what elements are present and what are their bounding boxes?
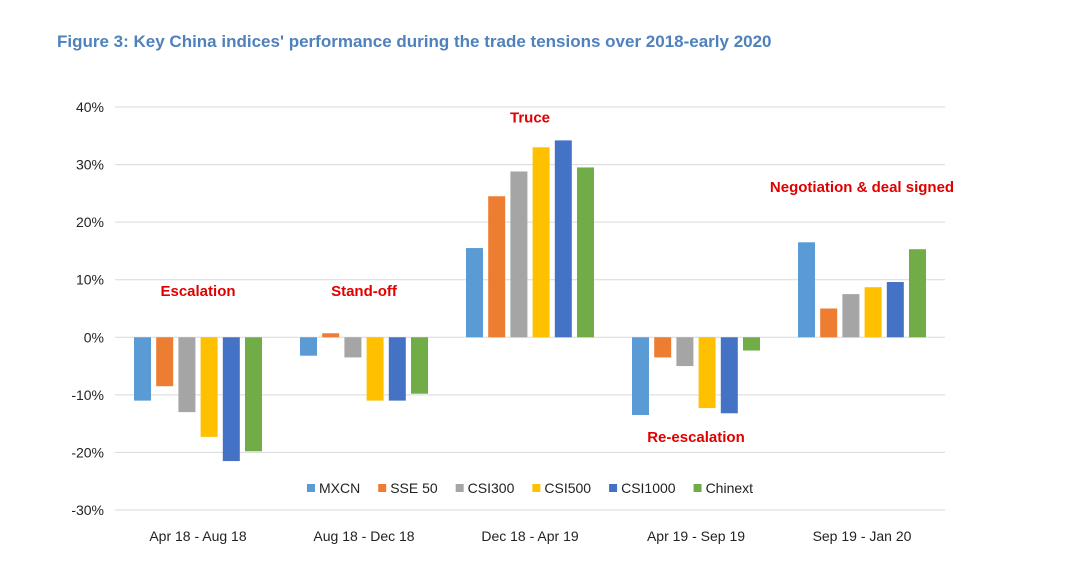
x-category-label: Apr 19 - Sep 19 xyxy=(647,528,745,544)
bar xyxy=(200,337,218,437)
bar xyxy=(366,337,384,401)
legend-label: SSE 50 xyxy=(390,480,438,496)
legend: MXCN SSE 50 CSI300 CSI500 CSI1000 Chinext xyxy=(306,480,754,496)
legend-swatch xyxy=(306,484,315,492)
y-tick-label: 20% xyxy=(76,214,104,230)
annotations: Escalation Stand-off Truce Re-escalation Neg… xyxy=(160,110,954,447)
y-tick-label: -20% xyxy=(71,444,104,460)
phase-annotation: Escalation xyxy=(160,283,235,300)
y-tick-label: 10% xyxy=(76,272,104,288)
legend-swatch xyxy=(532,484,541,492)
phase-annotation: Re-escalation xyxy=(647,429,745,446)
bar xyxy=(577,167,594,338)
legend-label: CSI1000 xyxy=(621,480,676,496)
bar xyxy=(222,337,240,462)
y-tick-label: -10% xyxy=(71,387,104,403)
bar xyxy=(178,337,196,413)
legend-swatch xyxy=(693,484,702,492)
bar xyxy=(532,147,550,338)
phase-annotation: Stand-off xyxy=(331,283,398,300)
bar xyxy=(820,308,838,338)
legend-label: Chinext xyxy=(706,480,754,496)
bar xyxy=(864,287,882,338)
bar xyxy=(698,337,716,409)
bar xyxy=(886,282,904,338)
y-tick-label: 40% xyxy=(76,99,104,115)
bar xyxy=(156,337,174,387)
bar xyxy=(322,333,340,338)
legend-label: CSI500 xyxy=(544,480,591,496)
bar xyxy=(554,140,572,338)
y-tick-label: -30% xyxy=(71,502,104,518)
y-tick-label: 0% xyxy=(84,329,104,345)
bar xyxy=(411,337,428,394)
bar xyxy=(510,171,528,338)
chart-title: Figure 3: Key China indices' performance… xyxy=(57,32,772,51)
bar xyxy=(344,337,362,358)
legend-label: CSI300 xyxy=(468,480,515,496)
bar xyxy=(798,242,815,338)
bar xyxy=(842,294,860,338)
bar xyxy=(388,337,406,401)
phase-annotation: Truce xyxy=(510,110,550,127)
legend-swatch xyxy=(609,484,618,492)
bar xyxy=(909,249,926,338)
bar xyxy=(632,337,649,416)
bar xyxy=(654,337,672,358)
x-category-label: Aug 18 - Dec 18 xyxy=(313,528,414,544)
legend-label: MXCN xyxy=(319,480,360,496)
bar xyxy=(466,248,483,338)
x-category-label: Dec 18 - Apr 19 xyxy=(481,528,578,544)
x-axis-categories: Apr 18 - Aug 18 Aug 18 - Dec 18 Dec 18 - A… xyxy=(149,528,911,544)
bar xyxy=(720,337,738,414)
bar xyxy=(300,337,317,356)
bar xyxy=(245,337,262,452)
x-category-label: Sep 19 - Jan 20 xyxy=(813,528,912,544)
bar xyxy=(676,337,694,367)
legend-swatch xyxy=(378,484,387,492)
y-tick-label: 30% xyxy=(76,157,104,173)
phase-annotation: Negotiation & deal signed xyxy=(770,179,954,196)
bar xyxy=(743,337,760,351)
bar xyxy=(134,337,151,401)
y-axis-ticks: 40% 30% 20% 10% 0% -10% -20% -30% xyxy=(71,99,104,518)
bar xyxy=(488,196,506,338)
bars xyxy=(134,140,926,462)
x-category-label: Apr 18 - Aug 18 xyxy=(149,528,247,544)
legend-swatch xyxy=(455,484,464,492)
